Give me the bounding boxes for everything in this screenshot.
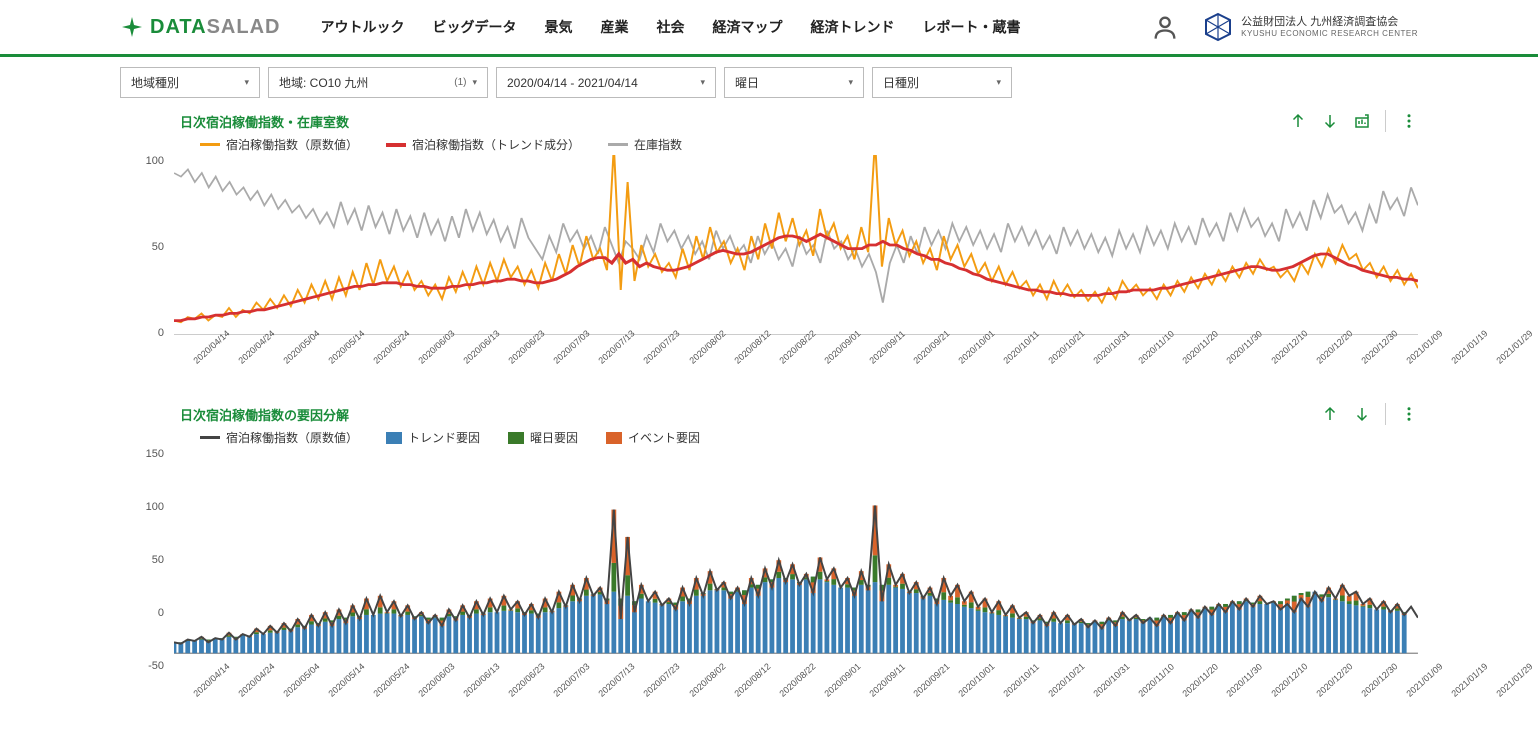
chart2-yaxis: 150100500-50 (120, 448, 170, 672)
nav-economy[interactable]: 景気 (544, 17, 572, 37)
arrow-up-icon[interactable] (1289, 112, 1307, 130)
logo-icon (120, 15, 144, 39)
export-icon[interactable] (1353, 112, 1371, 130)
chart2-plot (174, 448, 1418, 668)
filter-daytype[interactable]: 日種別▾ (872, 67, 1012, 98)
legend-item[interactable]: トレンド要因 (386, 429, 480, 446)
chart2-section: 日次宿泊稼働指数の要因分解 宿泊稼働指数（原数値） トレンド要因 曜日要因 イベント要… (0, 395, 1538, 708)
chevron-down-icon: ▾ (244, 77, 249, 88)
chevron-down-icon: ▾ (472, 77, 477, 88)
nav-bigdata[interactable]: ビッグデータ (432, 17, 516, 37)
filter-date-range[interactable]: 2020/04/14 - 2021/04/14▾ (496, 67, 716, 98)
chart1-plot (174, 155, 1418, 335)
chart1-yaxis: 100500 (120, 155, 170, 339)
org-icon (1203, 12, 1233, 42)
chart1-xaxis: 2020/04/142020/04/242020/05/042020/05/14… (174, 339, 1418, 375)
legend-item[interactable]: 在庫指数 (608, 136, 682, 153)
arrow-down-icon[interactable] (1321, 112, 1339, 130)
chevron-down-icon: ▾ (996, 77, 1001, 88)
legend-item[interactable]: 宿泊稼働指数（トレンド成分） (386, 136, 580, 153)
filter-weekday[interactable]: 曜日▾ (724, 67, 864, 98)
nav-report[interactable]: レポート・蔵書 (922, 17, 1020, 37)
chart1-legend: 宿泊稼働指数（原数値） 宿泊稼働指数（トレンド成分） 在庫指数 (200, 136, 1418, 153)
nav-map[interactable]: 経済マップ (712, 17, 782, 37)
user-icon[interactable] (1151, 13, 1179, 41)
chart1-section: 日次宿泊稼働指数・在庫室数 宿泊稼働指数（原数値） 宿泊稼働指数（トレンド成分） 在… (0, 102, 1538, 375)
arrow-down-icon[interactable] (1353, 405, 1371, 423)
chart2-actions (1321, 403, 1418, 425)
divider (1385, 403, 1386, 425)
org-en: KYUSHU ECONOMIC RESEARCH CENTER (1241, 29, 1418, 39)
org-text: 公益財団法人 九州経済調査協会 KYUSHU ECONOMIC RESEARCH… (1241, 16, 1418, 39)
logo-text-2: SALAD (207, 16, 281, 39)
header: DATASALAD アウトルック ビッグデータ 景気 産業 社会 経済マップ 経… (0, 0, 1538, 57)
filter-region[interactable]: 地域: CO10 九州(1)▾ (268, 67, 488, 98)
org-jp: 公益財団法人 九州経済調査協会 (1241, 16, 1418, 29)
header-right: 公益財団法人 九州経済調査協会 KYUSHU ECONOMIC RESEARCH… (1151, 12, 1418, 42)
nav-industry[interactable]: 産業 (600, 17, 628, 37)
chart2-legend: 宿泊稼働指数（原数値） トレンド要因 曜日要因 イベント要因 (200, 429, 1418, 446)
nav: アウトルック ビッグデータ 景気 産業 社会 経済マップ 経済トレンド レポート… (320, 17, 1151, 37)
logo-text-1: DATA (150, 16, 207, 39)
filter-bar: 地域種別▾ 地域: CO10 九州(1)▾ 2020/04/14 - 2021/… (0, 57, 1538, 102)
chart1-title: 日次宿泊稼働指数・在庫室数 (180, 112, 349, 131)
divider (1385, 110, 1386, 132)
nav-trend[interactable]: 経済トレンド (810, 17, 894, 37)
chevron-down-icon: ▾ (700, 77, 705, 88)
legend-item[interactable]: 曜日要因 (508, 429, 578, 446)
legend-item[interactable]: イベント要因 (606, 429, 700, 446)
chart1-actions (1289, 110, 1418, 132)
kebab-icon[interactable] (1400, 405, 1418, 423)
legend-item[interactable]: 宿泊稼働指数（原数値） (200, 136, 358, 153)
org[interactable]: 公益財団法人 九州経済調査協会 KYUSHU ECONOMIC RESEARCH… (1203, 12, 1418, 42)
logo[interactable]: DATASALAD (120, 15, 280, 39)
arrow-up-icon[interactable] (1321, 405, 1339, 423)
chevron-down-icon: ▾ (848, 77, 853, 88)
filter-region-type[interactable]: 地域種別▾ (120, 67, 260, 98)
kebab-icon[interactable] (1400, 112, 1418, 130)
legend-item[interactable]: 宿泊稼働指数（原数値） (200, 429, 358, 446)
nav-society[interactable]: 社会 (656, 17, 684, 37)
nav-outlook[interactable]: アウトルック (320, 17, 404, 37)
chart2-title: 日次宿泊稼働指数の要因分解 (180, 405, 349, 424)
